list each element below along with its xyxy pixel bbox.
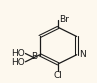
Text: B: B [31, 52, 37, 61]
Text: Cl: Cl [54, 71, 63, 80]
Text: Br: Br [59, 15, 69, 24]
Text: HO: HO [11, 49, 24, 58]
Text: HO: HO [11, 58, 24, 67]
Text: N: N [80, 50, 86, 59]
